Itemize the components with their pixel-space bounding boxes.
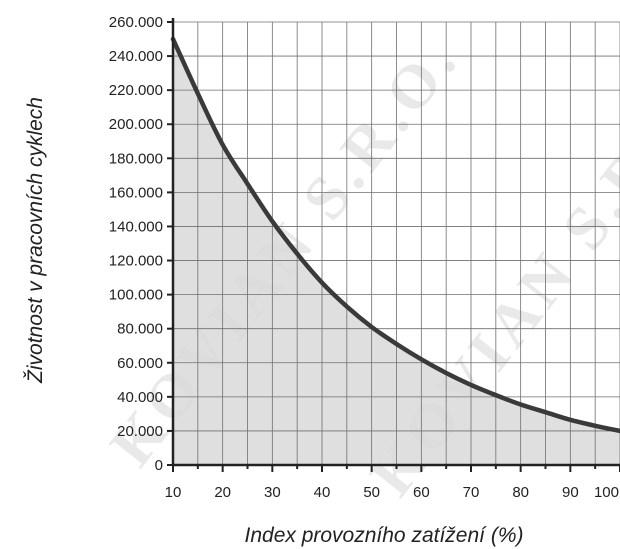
x-axis-title: Index provozního zatížení (%): [245, 524, 524, 547]
x-tick-label: 10: [165, 484, 182, 501]
x-tick-label: 70: [463, 484, 480, 501]
y-tick-label: 80.000: [117, 321, 163, 338]
grid-lines: [173, 21, 620, 465]
y-axis-title: Životnost v pracovních cyklech: [24, 97, 47, 384]
x-tick-label: 100: [594, 484, 619, 501]
x-tick-label: 50: [363, 484, 380, 501]
y-tick-label: 160.000: [109, 184, 163, 201]
life-curve-line: [170, 36, 620, 434]
y-tick-label: 140.000: [109, 218, 163, 235]
y-tick-label: 60.000: [117, 355, 163, 372]
y-tick-label: 260.000: [109, 14, 163, 31]
y-tick-label: 0: [155, 457, 163, 474]
y-axis-ticks: 0 20.000 40.000 60.000 80.000 100.000 120.000 1…: [109, 14, 173, 474]
y-tick-label: 100.000: [109, 287, 163, 304]
y-tick-label: 120.000: [109, 253, 163, 270]
x-tick-label: 60: [413, 484, 430, 501]
y-tick-label: 40.000: [117, 389, 163, 406]
x-tick-label: 90: [562, 484, 579, 501]
y-tick-label: 20.000: [117, 423, 163, 440]
x-tick-label: 80: [512, 484, 529, 501]
y-tick-label: 220.000: [109, 82, 163, 99]
x-tick-label: 40: [314, 484, 331, 501]
y-tick-label: 200.000: [109, 116, 163, 133]
y-tick-label: 180.000: [109, 150, 163, 167]
x-axis-ticks: 10 20 30 40 50 60 70 80 90 100: [165, 465, 620, 501]
x-tick-label: 30: [264, 484, 281, 501]
area-under-curve: [173, 39, 620, 466]
y-tick-label: 240.000: [109, 48, 163, 65]
x-tick-label: 20: [214, 484, 231, 501]
